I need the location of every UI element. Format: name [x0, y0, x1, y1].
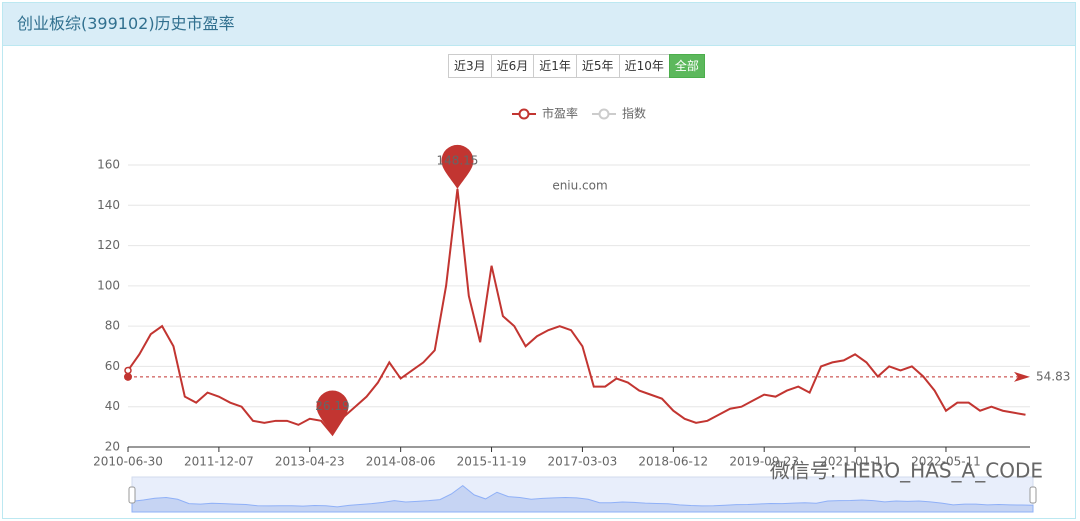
mean-label: 54.83 — [1036, 369, 1070, 383]
x-tick-label: 2018-06-12 — [638, 455, 708, 469]
header-title: 创业板综(399102)历史市盈率 — [3, 3, 1075, 46]
mean-arrow — [1014, 371, 1030, 382]
y-tick-label: 80 — [105, 319, 120, 333]
legend: 市盈率 指数 — [512, 106, 646, 121]
y-tick-label: 100 — [97, 278, 120, 292]
range-buttons: 近3月 近6月 近1年 近5年 近10年 全部 — [448, 54, 705, 78]
watermark: eniu.com — [552, 179, 607, 193]
range-button[interactable]: 近10年 — [618, 54, 670, 78]
y-tick-label: 40 — [105, 399, 120, 413]
x-tick-label: 2019-09-23 — [729, 455, 799, 469]
range-button[interactable]: 近3月 — [448, 54, 492, 78]
pin — [316, 390, 349, 435]
y-tick-label: 140 — [97, 198, 120, 212]
line — [127, 188, 1026, 437]
x-tick-label: 2015-11-19 — [457, 455, 527, 469]
range-button[interactable]: 全部 — [668, 54, 705, 78]
mean-start — [124, 372, 132, 381]
slider-line — [131, 484, 1034, 513]
y-tick-label: 60 — [105, 359, 120, 373]
start-point — [124, 366, 132, 375]
legend-marker — [518, 108, 530, 120]
legend-label: 指数 — [622, 106, 646, 121]
pin — [441, 144, 474, 189]
range-button[interactable]: 近6月 — [490, 54, 535, 78]
range-button[interactable]: 近5年 — [575, 54, 620, 78]
x-tick-label: 2017-03-03 — [548, 455, 618, 469]
x-tick-label: 2021-01-11 — [820, 455, 890, 469]
x-tick-label: 2013-04-23 — [275, 455, 345, 469]
y-tick-label: 120 — [97, 238, 120, 252]
y-tick-label: 160 — [97, 158, 120, 172]
legend-marker — [598, 108, 610, 120]
pin-label: 26.19 — [315, 399, 349, 413]
x-tick-label: 2010-06-30 — [93, 455, 163, 469]
x-tick-label: 2022-05-11 — [911, 455, 981, 469]
y-tick-label: 20 — [105, 440, 120, 454]
legend-label: 市盈率 — [542, 106, 578, 121]
x-tick-label: 2014-08-06 — [366, 455, 436, 469]
wechat-watermark: 微信号: HERO_HAS_A_CODE — [770, 459, 1043, 483]
x-tick-label: 2011-12-07 — [184, 455, 254, 469]
slider-handle[interactable] — [128, 486, 136, 504]
slider-handle[interactable] — [1029, 486, 1037, 504]
pin-label: 148.15 — [436, 153, 478, 167]
